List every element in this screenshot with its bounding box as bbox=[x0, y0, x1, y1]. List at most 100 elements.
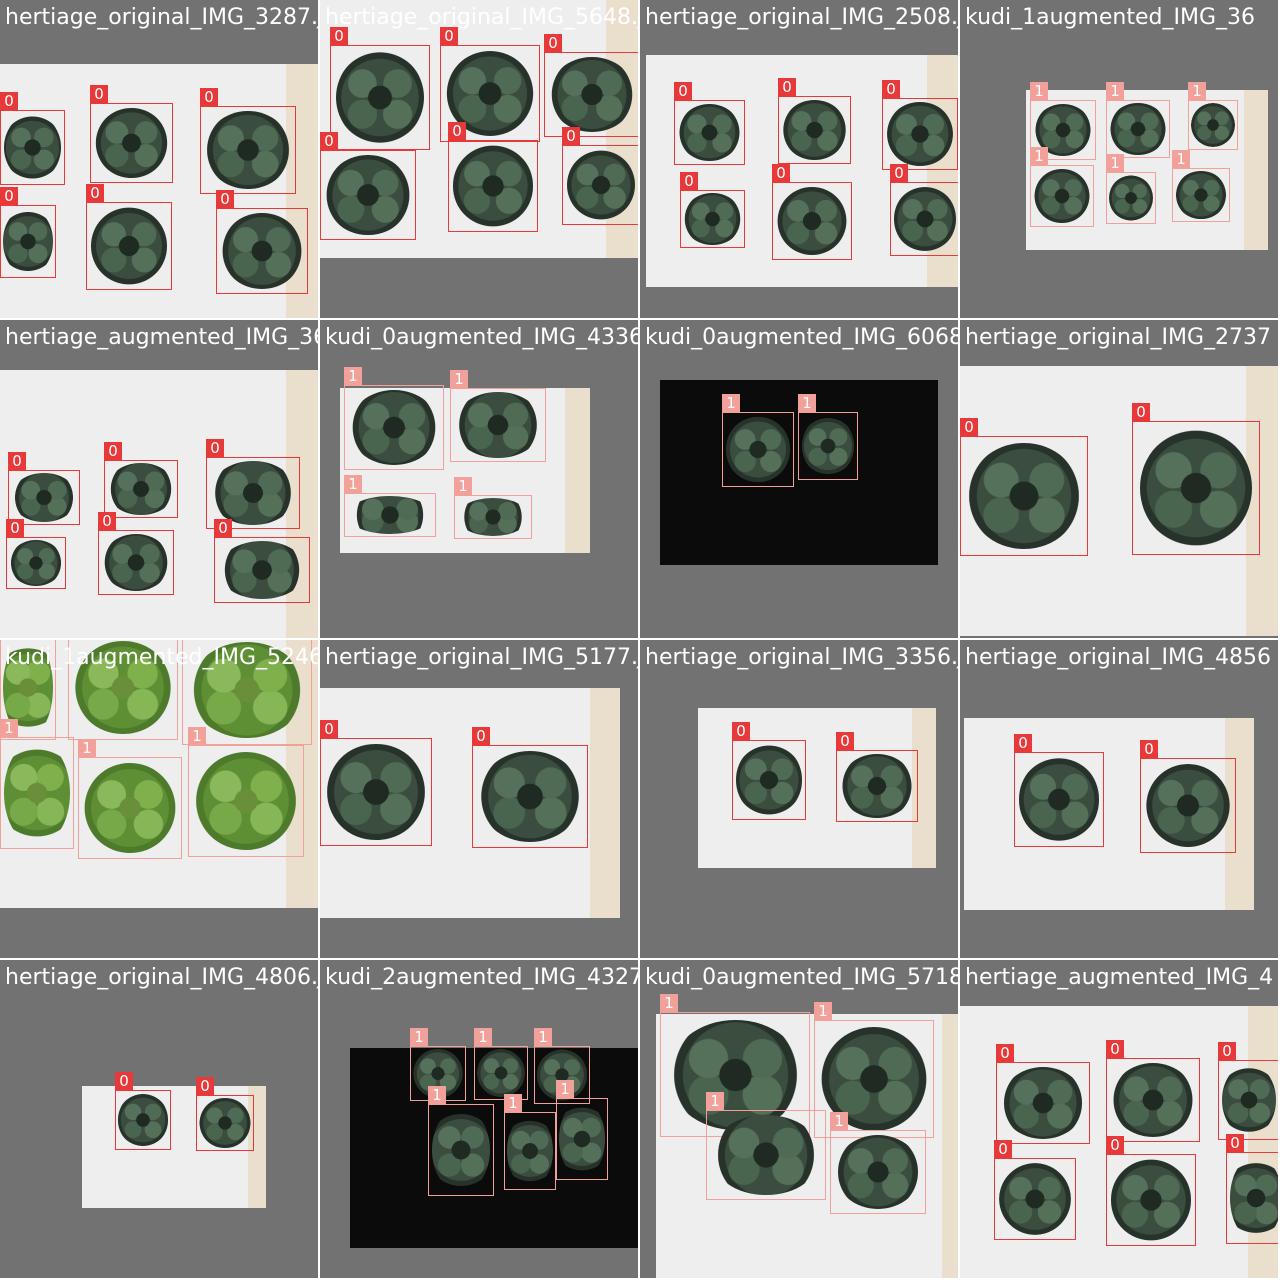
class-label: 0 bbox=[0, 187, 18, 205]
plant-rosette bbox=[1111, 1063, 1195, 1137]
image-filename: hertiage_original_IMG_2508.JPG bbox=[645, 5, 958, 30]
plant-rosette bbox=[4, 741, 70, 845]
bounding-box: 1 bbox=[706, 1092, 826, 1200]
plant-rosette bbox=[1109, 175, 1153, 221]
bounding-box: 0 bbox=[778, 78, 851, 164]
bounding-box: 0 bbox=[0, 92, 65, 185]
mosaic-tile: 0 0 0 0 0 0 hertiage_augmented_IMG_4 bbox=[960, 960, 1278, 1278]
class-label: 0 bbox=[448, 122, 466, 140]
mosaic-tile: 1 1 1 1 1 1 kudi_2augmented_IMG_4327.JPG bbox=[320, 960, 638, 1278]
class-label: 1 bbox=[410, 1028, 428, 1046]
bounding-box: 0 bbox=[996, 1044, 1090, 1144]
plant-rosette bbox=[886, 102, 954, 166]
bounding-box: 0 bbox=[115, 1072, 171, 1150]
mosaic-tile: 0 0 hertiage_original_IMG_2737 bbox=[960, 320, 1278, 638]
class-label: 0 bbox=[836, 732, 854, 750]
plant-rosette bbox=[199, 1098, 251, 1148]
plant-rosette bbox=[91, 207, 167, 285]
class-label: 0 bbox=[1106, 1136, 1124, 1154]
bounding-box: 1 bbox=[68, 640, 178, 740]
class-label: 0 bbox=[115, 1072, 133, 1090]
bounding-box: 1 bbox=[474, 1028, 528, 1100]
bounding-box: 1 bbox=[1188, 82, 1238, 150]
tray-edge bbox=[1243, 90, 1268, 250]
class-label: 1 bbox=[474, 1028, 492, 1046]
plant-rosette bbox=[94, 107, 169, 179]
class-label: 1 bbox=[1188, 82, 1206, 100]
plant-rosette bbox=[445, 50, 535, 137]
bounding-box: 0 bbox=[320, 132, 416, 240]
plant-rosette bbox=[1221, 1063, 1277, 1137]
class-label: 1 bbox=[814, 1002, 832, 1020]
plant-rosette bbox=[840, 754, 914, 818]
tray-edge bbox=[1246, 366, 1278, 636]
plant-rosette bbox=[107, 463, 175, 515]
bounding-box: 0 bbox=[680, 172, 745, 248]
plant-rosette bbox=[188, 641, 306, 739]
class-label: 0 bbox=[200, 88, 218, 106]
plant-rosette bbox=[1145, 763, 1231, 848]
class-label: 0 bbox=[196, 1077, 214, 1095]
bounding-box: 0 bbox=[90, 85, 173, 183]
plant-rosette bbox=[205, 111, 291, 189]
bounding-box: 0 bbox=[562, 127, 638, 225]
plant-rosette bbox=[677, 103, 742, 162]
class-label: 1 bbox=[1030, 147, 1048, 165]
class-label: 1 bbox=[504, 1094, 522, 1112]
bounding-box: 1 bbox=[1030, 147, 1094, 227]
class-label: 0 bbox=[98, 512, 116, 530]
plant-rosette bbox=[967, 443, 1081, 549]
plant-rosette bbox=[1000, 1066, 1086, 1140]
plant-rosette bbox=[1033, 168, 1091, 224]
plant-rosette bbox=[9, 540, 63, 586]
class-label: 1 bbox=[722, 394, 740, 412]
bounding-box: 0 bbox=[772, 164, 852, 260]
bounding-box: 0 bbox=[1132, 403, 1260, 555]
bounding-box: 0 bbox=[1226, 1134, 1278, 1244]
class-label: 1 bbox=[0, 719, 18, 737]
bounding-box: 0 bbox=[196, 1077, 254, 1151]
tray-edge bbox=[565, 388, 590, 553]
plant-rosette bbox=[453, 145, 533, 227]
bounding-box: 0 bbox=[440, 27, 540, 142]
class-label: 0 bbox=[214, 519, 232, 537]
plant-rosette bbox=[683, 193, 742, 245]
class-label: 0 bbox=[994, 1140, 1012, 1158]
bounding-box: 1 bbox=[0, 640, 56, 740]
plant-rosette bbox=[566, 149, 636, 221]
image-filename: hertiage_original_IMG_5177.JPG bbox=[325, 645, 638, 670]
class-label: 0 bbox=[440, 27, 458, 45]
bounding-box: 0 bbox=[206, 439, 300, 529]
plant-rosette bbox=[711, 1115, 821, 1195]
tray-edge bbox=[247, 1086, 266, 1208]
bounding-box: 0 bbox=[330, 27, 430, 150]
plant-rosette bbox=[477, 1049, 525, 1097]
plant-rosette bbox=[801, 415, 855, 477]
plant-rosette bbox=[782, 100, 847, 160]
bounding-box: 1 bbox=[504, 1094, 556, 1190]
class-label: 0 bbox=[472, 727, 490, 745]
class-label: 0 bbox=[960, 418, 978, 436]
class-label: 1 bbox=[706, 1092, 724, 1110]
image-filename: kudi_1augmented_IMG_36 bbox=[965, 5, 1256, 30]
class-label: 1 bbox=[1030, 82, 1048, 100]
bounding-box: 1 bbox=[78, 739, 182, 859]
bounding-box: 1 bbox=[1106, 154, 1156, 224]
plant-rosette bbox=[1139, 428, 1253, 548]
class-label: 0 bbox=[1106, 1040, 1124, 1058]
bounding-box: 1 bbox=[182, 640, 312, 745]
class-label: 0 bbox=[1014, 734, 1032, 752]
tray-edge bbox=[942, 1014, 958, 1278]
mosaic-tile: 0 0 0 0 0 0 hertiage_original_IMG_2508.JPG bbox=[640, 0, 958, 318]
class-label: 1 bbox=[344, 475, 362, 493]
tray-edge bbox=[1225, 718, 1254, 910]
class-label: 1 bbox=[1106, 82, 1124, 100]
bounding-box: 1 bbox=[534, 1028, 590, 1104]
plant-rosette bbox=[325, 155, 411, 235]
class-label: 0 bbox=[330, 27, 348, 45]
bounding-box: 1 bbox=[0, 719, 74, 849]
bounding-box: 1 bbox=[556, 1080, 608, 1180]
class-label: 1 bbox=[556, 1080, 574, 1098]
image-filename: kudi_1augmented_IMG_5246.JPG bbox=[5, 645, 318, 670]
